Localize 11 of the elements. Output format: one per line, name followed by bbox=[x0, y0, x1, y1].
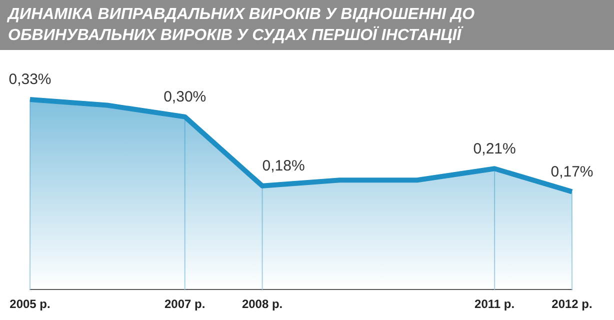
data-label: 0,33% bbox=[8, 71, 52, 88]
data-label: 0,30% bbox=[164, 88, 206, 106]
x-tick-label: 2012 р. bbox=[552, 297, 592, 312]
x-tick-label: 2008 р. bbox=[242, 297, 283, 312]
chart-title: ДИНАМІКА ВИПРАВДАЛЬНИХ ВИРОКІВ У ВІДНОШЕННІ ДО ОБВИНУВАЛЬНИХ ВИРОКІВ У СУДАХ ПЕРШОЇ ІНСТАНЦІЇ bbox=[0, 0, 614, 50]
data-label: 0,17% bbox=[550, 163, 594, 180]
data-label: 0,18% bbox=[262, 158, 305, 175]
data-label: 0,21% bbox=[473, 140, 516, 158]
x-tick-label: 2007 р. bbox=[164, 297, 206, 312]
x-tick-label: 2011 р. bbox=[474, 297, 515, 312]
x-tick-label: 2005 р. bbox=[10, 297, 50, 312]
